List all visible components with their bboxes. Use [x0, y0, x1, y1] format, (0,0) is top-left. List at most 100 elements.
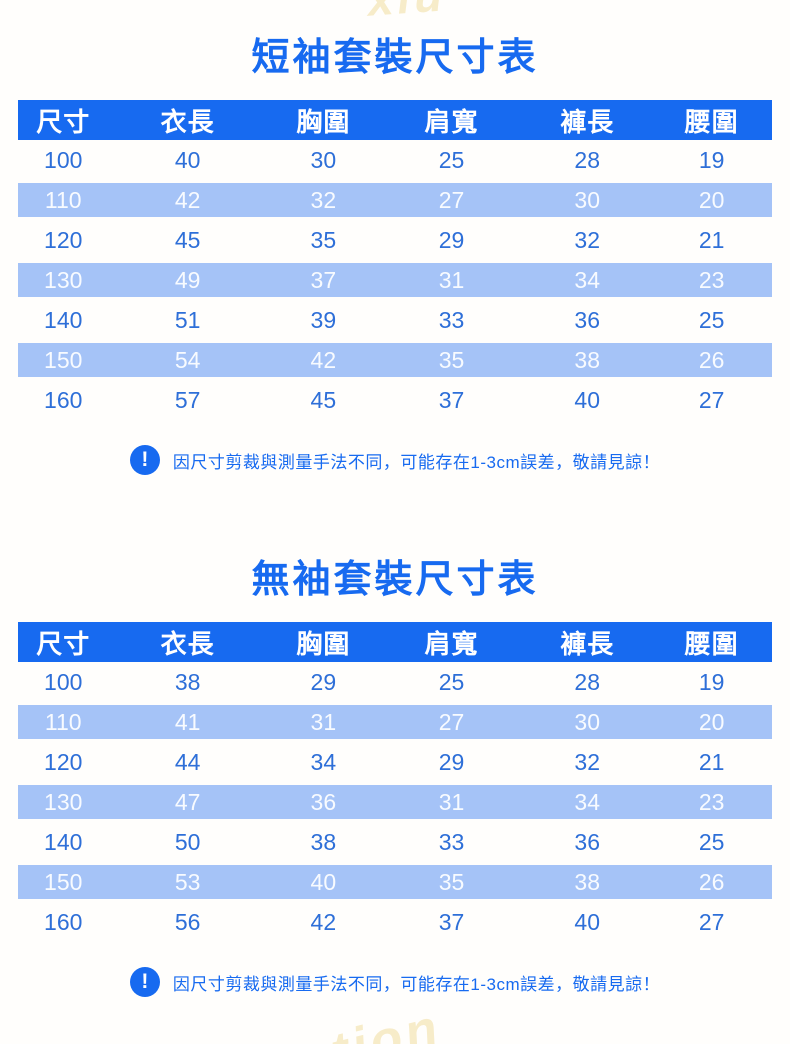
table-header-row: 尺寸 衣長 胸圍 肩寬 褲長 腰圍	[18, 622, 772, 662]
table-cell: 42	[310, 908, 337, 935]
table-row: 110 42 32 27 30 20	[18, 180, 772, 220]
table-cell: 28	[574, 146, 601, 173]
table-cell: 57	[174, 386, 201, 413]
table-cell: 34	[574, 266, 601, 293]
sleeveless-size-section: 無袖套裝尺寸表 尺寸 衣長 胸圍 肩寬 褲長 腰圍 100 38 29 25 28 19 110 41 3…	[0, 476, 790, 998]
table-cell: 150	[44, 868, 83, 895]
column-header: 尺寸	[36, 628, 91, 659]
table-cell: 53	[174, 868, 201, 895]
table-cell: 56	[174, 908, 201, 935]
sleeveless-table-title: 無袖套裝尺寸表	[251, 559, 539, 601]
table-cell: 33	[438, 828, 465, 855]
table-cell: 44	[174, 748, 201, 775]
table-cell: 27	[698, 908, 725, 935]
short-sleeve-table-title: 短袖套裝尺寸表	[251, 37, 539, 79]
column-header: 胸圍	[296, 628, 351, 659]
table-cell: 32	[574, 748, 601, 775]
table-cell: 35	[310, 226, 337, 253]
table-cell: 19	[698, 146, 725, 173]
table-cell: 26	[698, 868, 725, 895]
table-row: 140 51 39 33 36 25	[18, 300, 772, 340]
table-cell: 140	[44, 306, 83, 333]
table-cell: 110	[44, 186, 82, 213]
table-row: 130 47 36 31 34 23	[18, 782, 772, 822]
table-row: 160 57 45 37 40 27	[18, 380, 772, 420]
bottom-watermark: tion	[325, 998, 448, 1044]
table-cell: 36	[310, 788, 337, 815]
table-row: 120 45 35 29 32 21	[18, 220, 772, 260]
table-cell: 20	[698, 186, 725, 213]
note-text: 因尺寸剪裁與測量手法不同，可能存在1-3cm誤差，敬請見諒！	[172, 452, 661, 472]
table-cell: 36	[574, 828, 601, 855]
table-cell: 54	[174, 346, 201, 373]
table-cell: 31	[438, 266, 465, 293]
table-cell: 30	[574, 186, 601, 213]
table-row: 150 53 40 35 38 26	[18, 862, 772, 902]
table-body: 100 40 30 25 28 19 110 42 32 27 30 20 120 45 35 29 32 21 1…	[18, 140, 772, 420]
column-header: 肩寬	[424, 106, 479, 137]
table-cell: 21	[698, 748, 725, 775]
table-cell: 38	[574, 346, 601, 373]
table-cell: 40	[574, 386, 601, 413]
table-cell: 150	[44, 346, 83, 373]
table-cell: 130	[44, 788, 83, 815]
table-cell: 40	[310, 868, 337, 895]
table-cell: 42	[310, 346, 337, 373]
table-cell: 41	[174, 708, 201, 735]
table-header-row: 尺寸 衣長 胸圍 肩寬 褲長 腰圍	[18, 100, 772, 140]
table-cell: 25	[438, 668, 465, 695]
column-header: 肩寬	[424, 628, 479, 659]
table-cell: 19	[698, 668, 725, 695]
table-cell: 23	[698, 266, 725, 293]
table-cell: 32	[310, 186, 337, 213]
table-cell: 32	[574, 226, 601, 253]
table-cell: 40	[174, 146, 201, 173]
table-cell: 100	[44, 668, 83, 695]
column-header: 腰圍	[684, 628, 739, 659]
table-cell: 29	[438, 226, 465, 253]
table-cell: 140	[44, 828, 83, 855]
table-cell: 100	[44, 146, 83, 173]
table-cell: 21	[698, 226, 725, 253]
table-row: 100 38 29 25 28 19	[18, 662, 772, 702]
table-cell: 28	[574, 668, 601, 695]
size-tolerance-note: ! 因尺寸剪裁與測量手法不同，可能存在1-3cm誤差，敬請見諒！	[0, 966, 790, 998]
table-cell: 160	[44, 386, 83, 413]
table-row: 150 54 42 35 38 26	[18, 340, 772, 380]
short-sleeve-size-section: 短袖套裝尺寸表 尺寸 衣長 胸圍 肩寬 褲長 腰圍 100 40 30 25 28 19 110 42 3…	[0, 0, 790, 476]
table-cell: 110	[44, 708, 82, 735]
size-tolerance-note: ! 因尺寸剪裁與測量手法不同，可能存在1-3cm誤差，敬請見諒！	[0, 444, 790, 476]
table-cell: 33	[438, 306, 465, 333]
table-cell: 30	[310, 146, 337, 173]
column-header: 褲長	[560, 628, 615, 659]
table-cell: 29	[438, 748, 465, 775]
column-header: 尺寸	[36, 106, 91, 137]
column-header: 衣長	[160, 628, 215, 659]
table-cell: 45	[174, 226, 201, 253]
table-cell: 27	[438, 186, 465, 213]
table-cell: 37	[438, 386, 465, 413]
column-header: 褲長	[560, 106, 615, 137]
table-cell: 40	[574, 908, 601, 935]
table-row: 110 41 31 27 30 20	[18, 702, 772, 742]
column-header: 腰圍	[684, 106, 739, 137]
table-cell: 25	[438, 146, 465, 173]
table-cell: 37	[438, 908, 465, 935]
table-row: 120 44 34 29 32 21	[18, 742, 772, 782]
table-row: 160 56 42 37 40 27	[18, 902, 772, 942]
table-cell: 51	[174, 306, 201, 333]
table-cell: 25	[698, 828, 725, 855]
table-cell: 42	[174, 186, 201, 213]
table-cell: 25	[698, 306, 725, 333]
table-body: 100 38 29 25 28 19 110 41 31 27 30 20 120 44 34 29 32 21 1…	[18, 662, 772, 942]
table-cell: 120	[44, 226, 83, 253]
table-cell: 34	[574, 788, 601, 815]
table-cell: 45	[310, 386, 337, 413]
table-cell: 34	[310, 748, 337, 775]
table-cell: 20	[698, 708, 725, 735]
table-cell: 31	[438, 788, 465, 815]
table-cell: 38	[174, 668, 201, 695]
exclamation-circle-icon: !	[129, 445, 160, 475]
table-cell: 37	[310, 266, 337, 293]
